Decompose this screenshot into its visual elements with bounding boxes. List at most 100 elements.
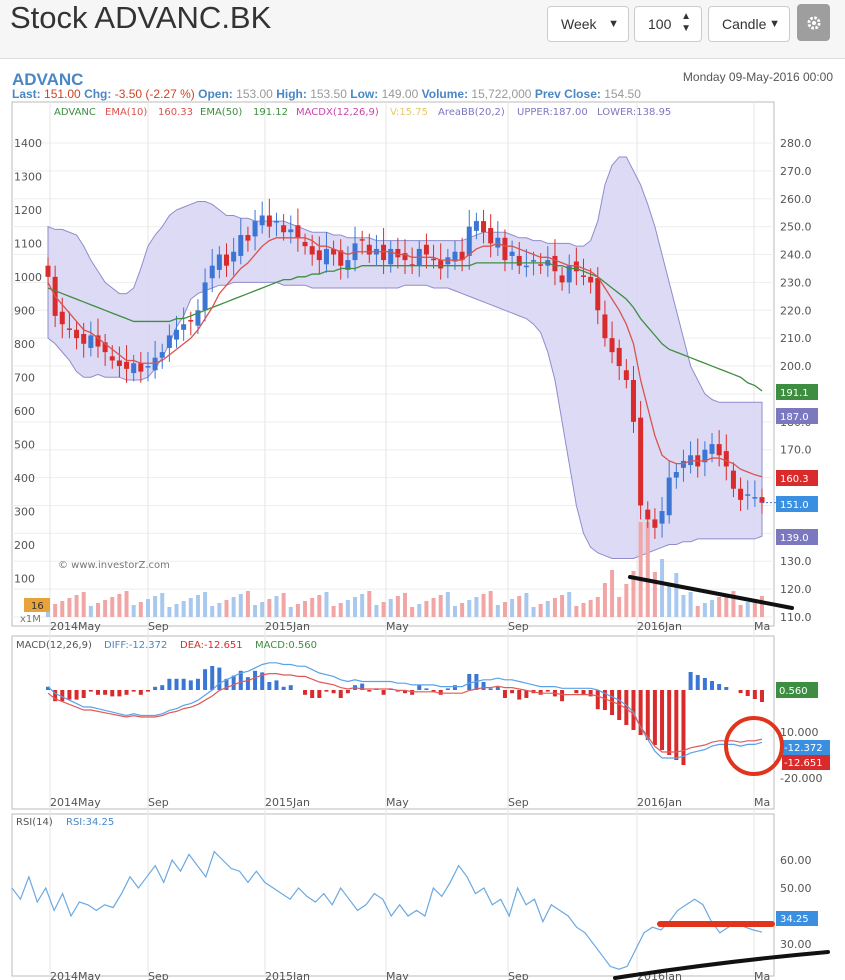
volume-bar bbox=[481, 594, 486, 617]
stepper-arrows-icon[interactable]: ▲ ▼ bbox=[681, 11, 691, 34]
low-value: 149.00 bbox=[381, 87, 419, 101]
y-tick-left: 1300 bbox=[14, 171, 42, 184]
macd-hist-bar bbox=[253, 670, 258, 690]
chart-type-value: Candle bbox=[722, 16, 767, 32]
volume-bar bbox=[403, 593, 407, 617]
candle-body bbox=[659, 511, 665, 524]
macd-hist-bar bbox=[303, 690, 308, 695]
volume-bar bbox=[667, 586, 672, 617]
volume-bar bbox=[688, 592, 693, 617]
volume-bar bbox=[181, 601, 186, 617]
macd-hist-bar bbox=[495, 686, 500, 690]
candle-body bbox=[688, 455, 694, 466]
volume-bar bbox=[467, 600, 472, 617]
volume-bar bbox=[438, 595, 443, 617]
candle-body bbox=[388, 248, 394, 265]
chart-type-select[interactable]: Candle ▼ bbox=[708, 6, 790, 42]
candle-body bbox=[680, 460, 686, 468]
candle-body bbox=[273, 221, 279, 223]
candle-body bbox=[109, 356, 115, 361]
macd-hist-bar bbox=[652, 690, 657, 745]
y-tick-right: 270.0 bbox=[780, 165, 812, 178]
caret-down-icon: ▼ bbox=[608, 18, 619, 30]
macd-hist-bar bbox=[410, 690, 415, 695]
rsi-line bbox=[11, 850, 763, 970]
candle-body bbox=[445, 257, 451, 265]
macd-hist-bar bbox=[160, 685, 165, 690]
volume-bar bbox=[231, 597, 236, 617]
legend-lower: LOWER:138.95 bbox=[597, 107, 671, 118]
macd-hist-bar bbox=[681, 690, 686, 765]
caret-down-icon: ▼ bbox=[769, 18, 780, 30]
chg-label: Chg: bbox=[84, 87, 112, 101]
macd-hist-bar bbox=[403, 690, 407, 694]
candle-body bbox=[523, 265, 529, 268]
candle-body bbox=[395, 248, 401, 258]
volume-bar bbox=[245, 591, 250, 617]
count-stepper[interactable]: 100 ▲ ▼ bbox=[634, 6, 702, 42]
candle-body bbox=[738, 488, 744, 500]
candle-body bbox=[516, 255, 522, 266]
volume-bar bbox=[581, 603, 586, 617]
volume-bar bbox=[652, 572, 657, 617]
volume-bar bbox=[388, 599, 393, 617]
volume-bar bbox=[281, 593, 286, 617]
volume-bar bbox=[510, 599, 515, 617]
volume-bar bbox=[474, 597, 479, 617]
y-tick-left: 1100 bbox=[14, 238, 42, 251]
macd-legend-dea: DEA:-12.651 bbox=[180, 640, 243, 651]
x-tick-label: Ma bbox=[754, 796, 770, 809]
macd-hist-bar bbox=[324, 690, 329, 692]
badge-last: 151.0 bbox=[776, 496, 818, 512]
main-panel-frame bbox=[11, 101, 775, 627]
macd-hist-bar bbox=[167, 678, 172, 690]
volume-bar bbox=[174, 604, 179, 617]
interval-select[interactable]: Week ▼ bbox=[547, 6, 629, 42]
candle-body bbox=[638, 417, 644, 506]
candle-body bbox=[323, 248, 329, 265]
volume-bar bbox=[317, 595, 322, 617]
svg-text:-12.651: -12.651 bbox=[784, 758, 823, 769]
candle-body bbox=[338, 250, 344, 266]
x-tick-label: 2014May bbox=[50, 796, 101, 809]
macd-hist-bar bbox=[438, 690, 443, 695]
y-tick-right: 280.0 bbox=[780, 137, 812, 150]
candle-body bbox=[381, 244, 387, 261]
macd-hist-bar bbox=[153, 686, 158, 690]
y-tick-left: 100 bbox=[14, 573, 35, 586]
volume-bar bbox=[331, 606, 336, 617]
badge-vol-scale: 16 bbox=[24, 598, 50, 612]
quote-stats: Last: 151.00 Chg: -3.50 (-2.27 %) Open: … bbox=[12, 87, 641, 101]
x-tick-label: 2016Jan bbox=[637, 796, 682, 809]
x-tick-label: 2014May bbox=[50, 970, 101, 980]
high-value: 153.50 bbox=[310, 87, 347, 101]
candle-body bbox=[452, 251, 458, 262]
macd-diff-line bbox=[47, 662, 763, 759]
macd-hist-bar bbox=[103, 690, 108, 695]
rsi-y-tick: 50.00 bbox=[780, 882, 812, 895]
x-tick-label: 2014May bbox=[50, 620, 101, 633]
chg-value: -3.50 (-2.27 %) bbox=[114, 87, 195, 101]
macd-hist-bar bbox=[138, 690, 143, 695]
candle-body bbox=[438, 260, 444, 269]
macd-hist-bar bbox=[267, 682, 272, 690]
volume-bar bbox=[460, 603, 465, 617]
candle-body bbox=[45, 265, 51, 277]
y-tick-right: 110.0 bbox=[780, 611, 812, 624]
macd-hist-bar bbox=[95, 690, 100, 695]
volume-bar bbox=[288, 607, 293, 617]
volume-bar bbox=[60, 601, 65, 617]
candle-body bbox=[623, 370, 629, 380]
candle-body bbox=[116, 360, 122, 367]
volume-bar bbox=[410, 607, 415, 617]
volume-bar bbox=[524, 593, 529, 617]
settings-button[interactable] bbox=[797, 4, 830, 41]
volume-bar bbox=[103, 600, 108, 617]
volume-bar bbox=[602, 583, 607, 617]
y-tick-right: 250.0 bbox=[780, 221, 812, 234]
legend-bb: AreaBB(20,2) bbox=[438, 107, 505, 118]
candle-body bbox=[552, 255, 558, 272]
volume-bar bbox=[560, 595, 565, 617]
candle-body bbox=[188, 320, 194, 322]
